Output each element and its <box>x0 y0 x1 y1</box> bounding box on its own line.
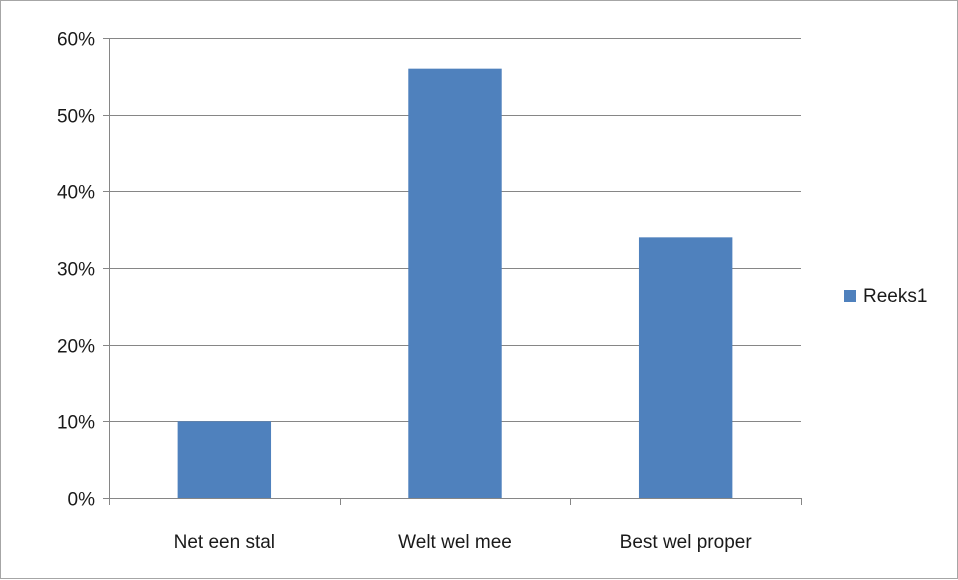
legend-label: Reeks1 <box>863 286 927 307</box>
y-tick-label: 60% <box>57 30 95 51</box>
x-tick-label: Net een stal <box>174 532 275 553</box>
x-tick-label: Best wel proper <box>620 532 753 553</box>
y-tick-label: 10% <box>57 413 95 434</box>
x-tick-label: Welt wel mee <box>398 532 512 553</box>
bar <box>408 68 502 499</box>
legend-swatch <box>844 290 856 302</box>
x-tick-labels: Net een stal Welt wel mee Best wel proper <box>174 532 753 553</box>
bars <box>177 68 733 499</box>
y-tick-label: 40% <box>57 183 95 204</box>
y-tick-label: 50% <box>57 107 95 128</box>
legend: Reeks1 <box>844 286 927 307</box>
bar <box>638 237 733 499</box>
y-tick-labels: 0% 10% 20% 30% 40% 50% 60% <box>57 30 95 511</box>
bar <box>177 421 272 498</box>
y-tick-label: 0% <box>68 490 96 511</box>
axes <box>103 38 802 505</box>
y-tick-label: 30% <box>57 260 95 281</box>
y-tick-label: 20% <box>57 337 95 358</box>
